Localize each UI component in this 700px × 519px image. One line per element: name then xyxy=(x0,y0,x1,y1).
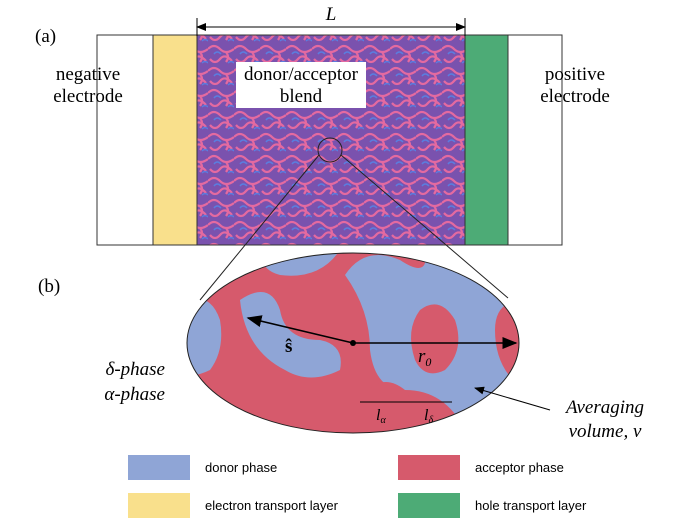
blend-label: blend xyxy=(280,86,323,107)
length-label: L xyxy=(325,4,337,25)
subscript: 0 xyxy=(425,355,431,369)
negative-electrode: electrode xyxy=(53,86,123,107)
negative-electrode: negative xyxy=(56,64,120,85)
legend-label: donor phase xyxy=(205,460,277,475)
legend-swatch xyxy=(398,455,460,480)
positive-electrode: positive xyxy=(545,64,605,85)
legend-swatch xyxy=(128,493,190,518)
panel-label: (a) xyxy=(35,26,56,47)
hole-transport-layer xyxy=(465,35,508,245)
diagram: (a) L negative electrode donor/acceptor … xyxy=(0,0,700,519)
averaging-volume-label: Averaging xyxy=(564,397,644,418)
panel-label: (b) xyxy=(38,276,60,297)
direction-label: ŝ xyxy=(285,336,292,357)
legend: donor phase acceptor phase electron transp… xyxy=(128,455,587,518)
blend-label: donor/acceptor xyxy=(244,64,359,85)
subscript: δ xyxy=(428,415,433,426)
legend-label: hole transport layer xyxy=(475,498,587,513)
subscript: α xyxy=(380,415,386,426)
legend-label: acceptor phase xyxy=(475,460,564,475)
alpha-phase: α-phase xyxy=(104,384,165,405)
positive-electrode: electrode xyxy=(540,86,610,107)
legend-swatch xyxy=(128,455,190,480)
averaging-volume-label: volume, ν xyxy=(569,421,642,442)
delta-phase: δ-phase xyxy=(106,359,166,380)
legend-label: electron transport layer xyxy=(205,498,339,513)
volume-pointer xyxy=(475,388,550,410)
electron-transport-layer xyxy=(153,35,197,245)
legend-swatch xyxy=(398,493,460,518)
